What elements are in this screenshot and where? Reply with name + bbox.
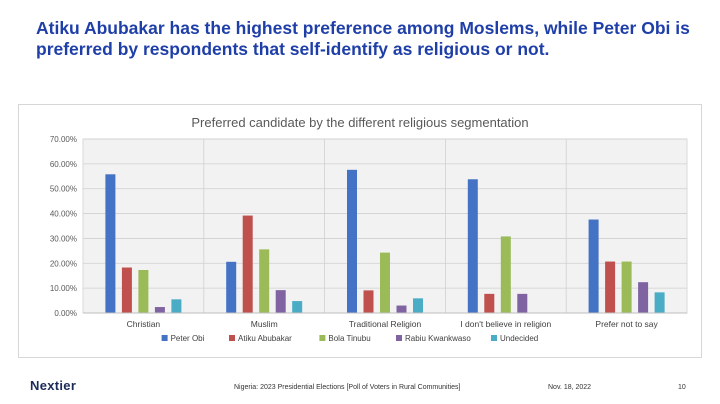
bar	[138, 269, 149, 313]
legend-swatch	[491, 335, 497, 341]
bar	[654, 292, 665, 313]
y-tick-label: 0.00%	[54, 309, 77, 318]
legend-label: Atiku Abubakar	[238, 334, 292, 343]
legend-label: Peter Obi	[171, 334, 205, 343]
grouped-bar-chart: Preferred candidate by the different rel…	[50, 115, 688, 343]
bar	[242, 215, 253, 313]
y-tick-label: 20.00%	[50, 259, 77, 268]
y-tick-label: 50.00%	[50, 185, 77, 194]
x-tick-label: Muslim	[251, 319, 278, 329]
slide-date: Nov. 18, 2022	[548, 384, 592, 391]
bar	[226, 261, 237, 313]
bar	[413, 298, 423, 313]
x-tick-label: Christian	[127, 319, 161, 329]
y-tick-label: 70.00%	[50, 135, 77, 144]
nextier-logo: Nextier	[30, 378, 76, 393]
x-tick-label: Traditional Religion	[349, 319, 422, 329]
bar	[467, 179, 478, 313]
bar	[605, 261, 616, 313]
bar	[347, 169, 357, 313]
legend-swatch	[161, 335, 168, 341]
bar	[621, 261, 632, 313]
bar	[275, 290, 286, 313]
legend-label: Rabiu Kwankwaso	[405, 334, 471, 343]
slide-footer: Nextier Nigeria: 2023 Presidential Elect…	[0, 372, 720, 402]
chart-frame: Preferred candidate by the different rel…	[18, 104, 702, 358]
bar	[380, 252, 390, 313]
bar	[292, 301, 303, 313]
legend-label: Undecided	[500, 334, 538, 343]
y-tick-label: 10.00%	[50, 284, 77, 293]
page-number: 10	[678, 384, 686, 391]
bar	[154, 307, 165, 313]
bar	[500, 236, 511, 313]
y-tick-label: 40.00%	[50, 210, 77, 219]
bar	[259, 249, 270, 313]
bar	[171, 299, 182, 313]
legend-swatch	[229, 335, 235, 341]
bar	[517, 293, 528, 313]
legend-swatch	[319, 335, 326, 341]
bar	[588, 219, 599, 313]
slide-headline: Atiku Abubakar has the highest preferenc…	[36, 18, 690, 59]
bar	[105, 174, 116, 313]
legend-label: Bola Tinubu	[328, 334, 370, 343]
x-tick-label: I don't believe in religion	[460, 319, 551, 329]
bar	[396, 305, 407, 313]
bar	[121, 267, 132, 313]
logo-text: Nextier	[30, 378, 77, 393]
bar	[363, 290, 374, 313]
y-tick-label: 60.00%	[50, 160, 77, 169]
bar	[484, 293, 495, 313]
y-tick-label: 30.00%	[50, 234, 77, 243]
bar	[638, 282, 649, 313]
source-note: Nigeria: 2023 Presidential Elections [Po…	[234, 384, 461, 391]
legend-swatch	[396, 335, 402, 341]
x-tick-label: Prefer not to say	[595, 319, 658, 329]
chart-title: Preferred candidate by the different rel…	[191, 115, 528, 130]
